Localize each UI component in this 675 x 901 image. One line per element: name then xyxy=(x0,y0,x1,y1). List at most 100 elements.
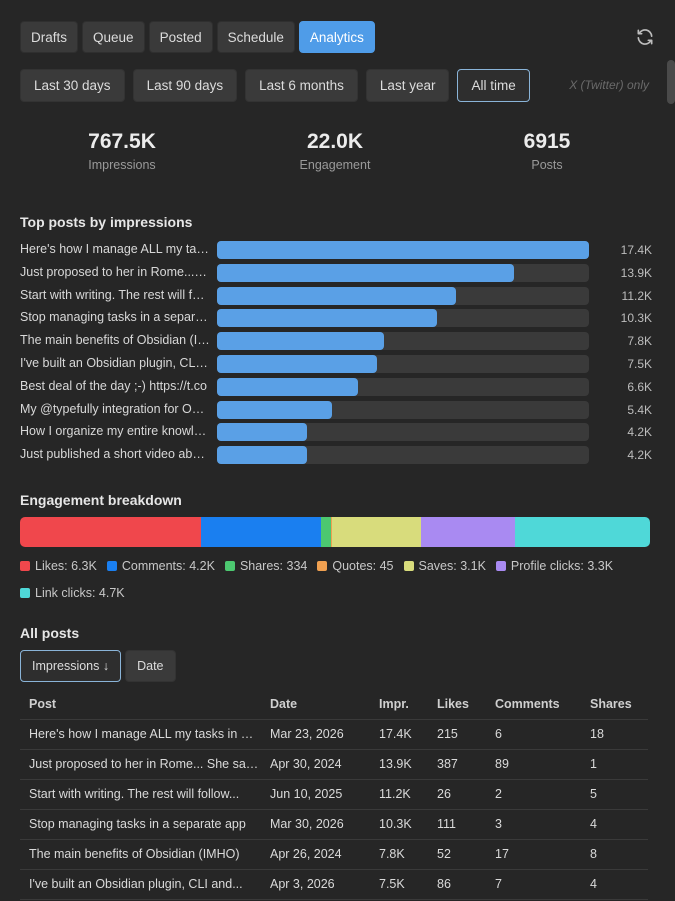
engagement-stacked-bar xyxy=(20,517,650,547)
engagement-segment-link-clicks xyxy=(515,517,650,547)
cell-comments: 3 xyxy=(486,809,581,840)
sort-impressions-button[interactable]: Impressions ↓ xyxy=(20,650,122,682)
bar-track xyxy=(217,241,589,259)
bar-row[interactable]: Best deal of the day ;-) https://t.co 6.6… xyxy=(20,377,652,400)
legend-label: Link clicks: 4.7K xyxy=(35,585,125,600)
bar-label: Just published a short video about... xyxy=(20,447,210,462)
cell-impr: 7.8K xyxy=(370,839,428,870)
column-header-shares[interactable]: Shares xyxy=(581,689,648,720)
bar-value-label: 6.6K xyxy=(627,379,652,394)
bar-row[interactable]: The main benefits of Obsidian (IMHO) 7.8K xyxy=(20,331,652,354)
cell-comments: 6 xyxy=(486,719,581,750)
cell-date: Mar 23, 2026 xyxy=(261,719,370,750)
bar-row[interactable]: My @typefully integration for Obsidian 5.… xyxy=(20,400,652,423)
cell-post: The main benefits of Obsidian (IMHO) xyxy=(20,839,261,870)
bar-row[interactable]: Start with writing. The rest will follow… xyxy=(20,286,652,309)
cell-date: Apr 26, 2024 xyxy=(261,839,370,870)
legend-label: Comments: 4.2K xyxy=(121,558,215,573)
top-bar: Drafts Queue Posted Schedule Analytics xyxy=(20,21,655,53)
engagement-segment-likes xyxy=(20,517,201,547)
column-header-date[interactable]: Date xyxy=(261,689,370,720)
legend-swatch xyxy=(495,560,506,571)
range-last-6-months[interactable]: Last 6 months xyxy=(245,69,358,102)
bar-value-label: 5.4K xyxy=(627,402,652,417)
tab-queue[interactable]: Queue xyxy=(82,21,145,53)
sort-buttons: Impressions ↓ Date xyxy=(20,650,176,682)
bar-row[interactable]: How I organize my entire knowledge base 4… xyxy=(20,422,652,445)
legend-item: Likes: 6.3K xyxy=(20,556,97,575)
bar-value-label: 10.3K xyxy=(620,311,652,326)
cell-likes: 26 xyxy=(428,779,486,810)
cell-shares: 8 xyxy=(581,839,648,870)
engagement-legend: Likes: 6.3K Comments: 4.2K Shares: 334 Quot… xyxy=(20,556,660,602)
range-last-year[interactable]: Last year xyxy=(365,69,450,102)
stat-label: Engagement xyxy=(299,158,371,172)
table-row[interactable]: The main benefits of Obsidian (IMHO) Apr … xyxy=(20,839,648,870)
bar-label: Best deal of the day ;-) https://t.co xyxy=(20,378,207,393)
bar-row[interactable]: Stop managing tasks in a separate app 10.… xyxy=(20,308,652,331)
cell-shares: 4 xyxy=(581,869,648,900)
legend-item: Link clicks: 4.7K xyxy=(20,583,125,602)
posts-table: Post Date Impr. Likes Comments Shares Here's … xyxy=(20,689,648,900)
cell-likes: 215 xyxy=(428,719,486,750)
bar-label: Start with writing. The rest will follow… xyxy=(20,287,210,302)
cell-post: Stop managing tasks in a separate app xyxy=(20,809,261,840)
table-row[interactable]: Here's how I manage ALL my tasks in Obsi… xyxy=(20,719,648,750)
bar-label: The main benefits of Obsidian (IMHO) xyxy=(20,333,210,348)
tab-analytics[interactable]: Analytics xyxy=(298,21,375,53)
legend-swatch xyxy=(106,560,117,571)
table-row[interactable]: I've built an Obsidian plugin, CLI and..… xyxy=(20,869,648,900)
engagement-segment-profile-clicks xyxy=(420,517,516,547)
cell-date: Apr 30, 2024 xyxy=(261,749,370,780)
cell-date: Apr 3, 2026 xyxy=(261,869,370,900)
column-header-comments[interactable]: Comments xyxy=(486,689,581,720)
scrollbar-thumb[interactable] xyxy=(667,60,675,104)
bar-track xyxy=(217,286,589,305)
bar-value-label: 17.4K xyxy=(620,243,652,257)
cell-post: I've built an Obsidian plugin, CLI and..… xyxy=(20,869,261,900)
bar-row[interactable]: Just published a short video about... 4.2… xyxy=(20,445,652,468)
cell-impr: 10.3K xyxy=(370,809,428,840)
legend-swatch xyxy=(20,560,30,571)
engagement-segment-comments xyxy=(200,517,321,547)
bar-value-label: 7.5K xyxy=(627,356,652,371)
legend-item: Saves: 3.1K xyxy=(403,556,486,575)
bar-row[interactable]: Here's how I manage ALL my tasks in... 17… xyxy=(20,240,652,263)
tab-schedule[interactable]: Schedule xyxy=(216,21,295,53)
bar-row[interactable]: I've built an Obsidian plugin, CLI and..… xyxy=(20,354,652,377)
table-row[interactable]: Stop managing tasks in a separate app Mar… xyxy=(20,809,648,840)
legend-swatch xyxy=(403,560,414,571)
bar-row[interactable]: Just proposed to her in Rome... She said… xyxy=(20,263,652,286)
cell-date: Mar 30, 2026 xyxy=(261,809,370,840)
bar-value-label: 13.9K xyxy=(620,265,652,280)
bar-label: My @typefully integration for Obsidian xyxy=(20,401,210,416)
legend-label: Likes: 6.3K xyxy=(35,558,97,573)
summary-stats: 767.5K Impressions 22.0K Engagement 6915… xyxy=(0,130,675,180)
bar-label: Just proposed to her in Rome... She said… xyxy=(20,264,210,279)
cell-post: Here's how I manage ALL my tasks in Obsi… xyxy=(20,719,261,750)
cell-shares: 5 xyxy=(581,779,648,810)
bar-track xyxy=(217,400,589,419)
bar-track xyxy=(217,263,589,282)
range-last-30-days[interactable]: Last 30 days xyxy=(20,69,125,102)
bar xyxy=(217,309,438,328)
range-last-90-days[interactable]: Last 90 days xyxy=(132,69,238,102)
refresh-icon[interactable] xyxy=(635,27,655,47)
sort-date-button[interactable]: Date xyxy=(125,650,176,682)
column-header-post[interactable]: Post xyxy=(20,689,261,720)
table-row[interactable]: Start with writing. The rest will follow… xyxy=(20,779,648,810)
tab-posted[interactable]: Posted xyxy=(148,21,213,53)
engagement-segment-quotes xyxy=(330,517,332,547)
table-row[interactable]: Just proposed to her in Rome... She said… xyxy=(20,749,648,780)
cell-comments: 17 xyxy=(486,839,581,870)
column-header-impr[interactable]: Impr. xyxy=(370,689,428,720)
tab-drafts[interactable]: Drafts xyxy=(20,21,79,53)
bar-label: I've built an Obsidian plugin, CLI and..… xyxy=(20,355,210,370)
column-header-likes[interactable]: Likes xyxy=(428,689,486,720)
cell-likes: 387 xyxy=(428,749,486,780)
range-all-time[interactable]: All time xyxy=(457,69,530,102)
cell-impr: 17.4K xyxy=(370,719,428,750)
bar xyxy=(217,332,384,351)
cell-post: Start with writing. The rest will follow… xyxy=(20,779,261,810)
cell-likes: 86 xyxy=(428,869,486,900)
